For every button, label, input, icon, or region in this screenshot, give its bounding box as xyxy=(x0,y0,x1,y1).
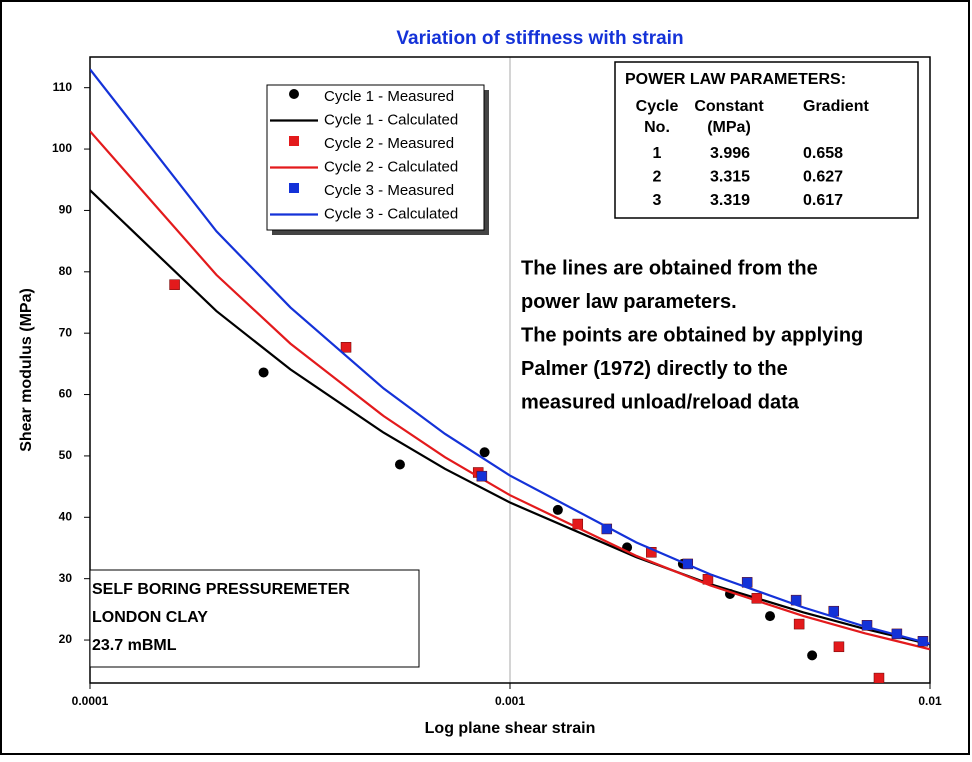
y-tick-label: 70 xyxy=(59,325,73,339)
x-tick-label: 0.01 xyxy=(918,694,942,708)
y-axis-label: Shear modulus (MPa) xyxy=(18,288,35,452)
note-line: The points are obtained by applying xyxy=(521,324,863,346)
point xyxy=(169,279,180,290)
point xyxy=(552,504,563,515)
point xyxy=(340,342,352,353)
parameters-cell: 0.658 xyxy=(803,145,843,162)
point xyxy=(646,547,657,558)
y-tick-label: 40 xyxy=(59,509,73,523)
note-line: measured unload/reload data xyxy=(521,391,800,413)
parameters-header: Cycle xyxy=(636,98,679,115)
point xyxy=(572,518,584,530)
parameters-cell: 1 xyxy=(653,145,662,162)
point xyxy=(873,672,885,683)
legend xyxy=(266,84,485,231)
legend-label: Cycle 1 - Calculated xyxy=(324,111,458,128)
parameters-header: Gradient xyxy=(803,98,869,115)
note-line: Palmer (1972) directly to the xyxy=(521,358,788,380)
line xyxy=(90,68,930,645)
info-line: 23.7 mBML xyxy=(92,637,177,654)
note-line: power law parameters. xyxy=(521,291,737,313)
y-tick-label: 100 xyxy=(52,141,72,155)
legend-label: Cycle 3 - Measured xyxy=(324,182,454,199)
point xyxy=(793,618,805,630)
legend-label: Cycle 2 - Measured xyxy=(324,135,454,152)
parameters-header: No. xyxy=(644,119,670,136)
y-tick-label: 110 xyxy=(53,80,73,94)
plot-area xyxy=(89,56,931,684)
x-tick-label: 0.0001 xyxy=(72,694,109,708)
parameters-box xyxy=(614,61,919,219)
legend-label: Cycle 1 - Measured xyxy=(324,88,454,105)
point xyxy=(765,611,776,622)
note-line: The lines are obtained from the xyxy=(521,257,818,279)
y-tick-label: 80 xyxy=(59,264,73,278)
point xyxy=(258,367,269,378)
line xyxy=(90,130,930,651)
point xyxy=(479,447,490,458)
y-tick-label: 20 xyxy=(59,632,73,646)
parameters-cell: 0.627 xyxy=(803,169,843,186)
parameters-cell: 3.319 xyxy=(710,192,750,209)
point xyxy=(833,641,845,653)
point xyxy=(476,470,488,482)
point xyxy=(394,459,405,470)
info-line: SELF BORING PRESSUREMETER xyxy=(92,581,350,598)
legend-marker xyxy=(289,136,299,146)
parameters-header: Constant xyxy=(694,98,764,115)
x-tick-label: 0.001 xyxy=(495,694,525,708)
line xyxy=(90,189,930,646)
info-box xyxy=(89,569,420,668)
parameters-title: POWER LAW PARAMETERS: xyxy=(625,71,846,88)
x-axis-label: Log plane shear strain xyxy=(425,720,596,737)
parameters-cell: 3.315 xyxy=(710,169,750,186)
legend-label: Cycle 3 - Calculated xyxy=(324,205,458,222)
parameters-cell: 3.996 xyxy=(710,145,750,162)
legend-marker xyxy=(289,89,299,99)
parameters-cell: 2 xyxy=(653,169,662,186)
info-line: LONDON CLAY xyxy=(92,609,208,626)
parameters-cell: 3 xyxy=(653,192,662,209)
y-tick-label: 60 xyxy=(59,387,73,401)
y-tick-label: 90 xyxy=(59,203,73,217)
parameters-header: (MPa) xyxy=(707,119,751,136)
parameters-cell: 0.617 xyxy=(803,192,843,209)
y-tick-label: 30 xyxy=(59,571,73,585)
legend-label: Cycle 2 - Calculated xyxy=(324,158,458,175)
chart-title: Variation of stiffness with strain xyxy=(396,28,683,49)
point xyxy=(807,650,818,661)
y-tick-label: 50 xyxy=(59,448,73,462)
series-group xyxy=(90,68,930,683)
legend-marker xyxy=(289,183,299,193)
